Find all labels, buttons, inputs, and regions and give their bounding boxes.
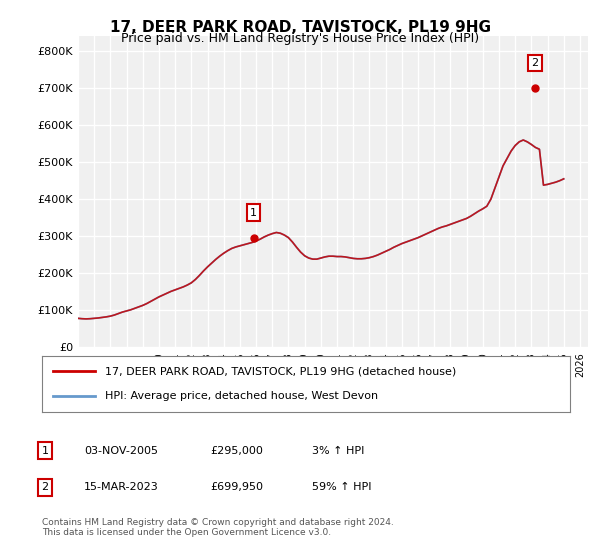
Text: 1: 1: [41, 446, 49, 456]
Text: 2: 2: [531, 58, 538, 68]
Text: HPI: Average price, detached house, West Devon: HPI: Average price, detached house, West…: [106, 391, 379, 401]
Text: 59% ↑ HPI: 59% ↑ HPI: [312, 482, 371, 492]
Text: 17, DEER PARK ROAD, TAVISTOCK, PL19 9HG: 17, DEER PARK ROAD, TAVISTOCK, PL19 9HG: [110, 20, 491, 35]
Text: 2: 2: [41, 482, 49, 492]
Text: 1: 1: [250, 208, 257, 218]
Text: Price paid vs. HM Land Registry's House Price Index (HPI): Price paid vs. HM Land Registry's House …: [121, 32, 479, 45]
Text: Contains HM Land Registry data © Crown copyright and database right 2024.
This d: Contains HM Land Registry data © Crown c…: [42, 518, 394, 538]
Text: 03-NOV-2005: 03-NOV-2005: [84, 446, 158, 456]
Text: 3% ↑ HPI: 3% ↑ HPI: [312, 446, 364, 456]
Text: 15-MAR-2023: 15-MAR-2023: [84, 482, 159, 492]
Text: £295,000: £295,000: [210, 446, 263, 456]
Text: 17, DEER PARK ROAD, TAVISTOCK, PL19 9HG (detached house): 17, DEER PARK ROAD, TAVISTOCK, PL19 9HG …: [106, 366, 457, 376]
Text: £699,950: £699,950: [210, 482, 263, 492]
